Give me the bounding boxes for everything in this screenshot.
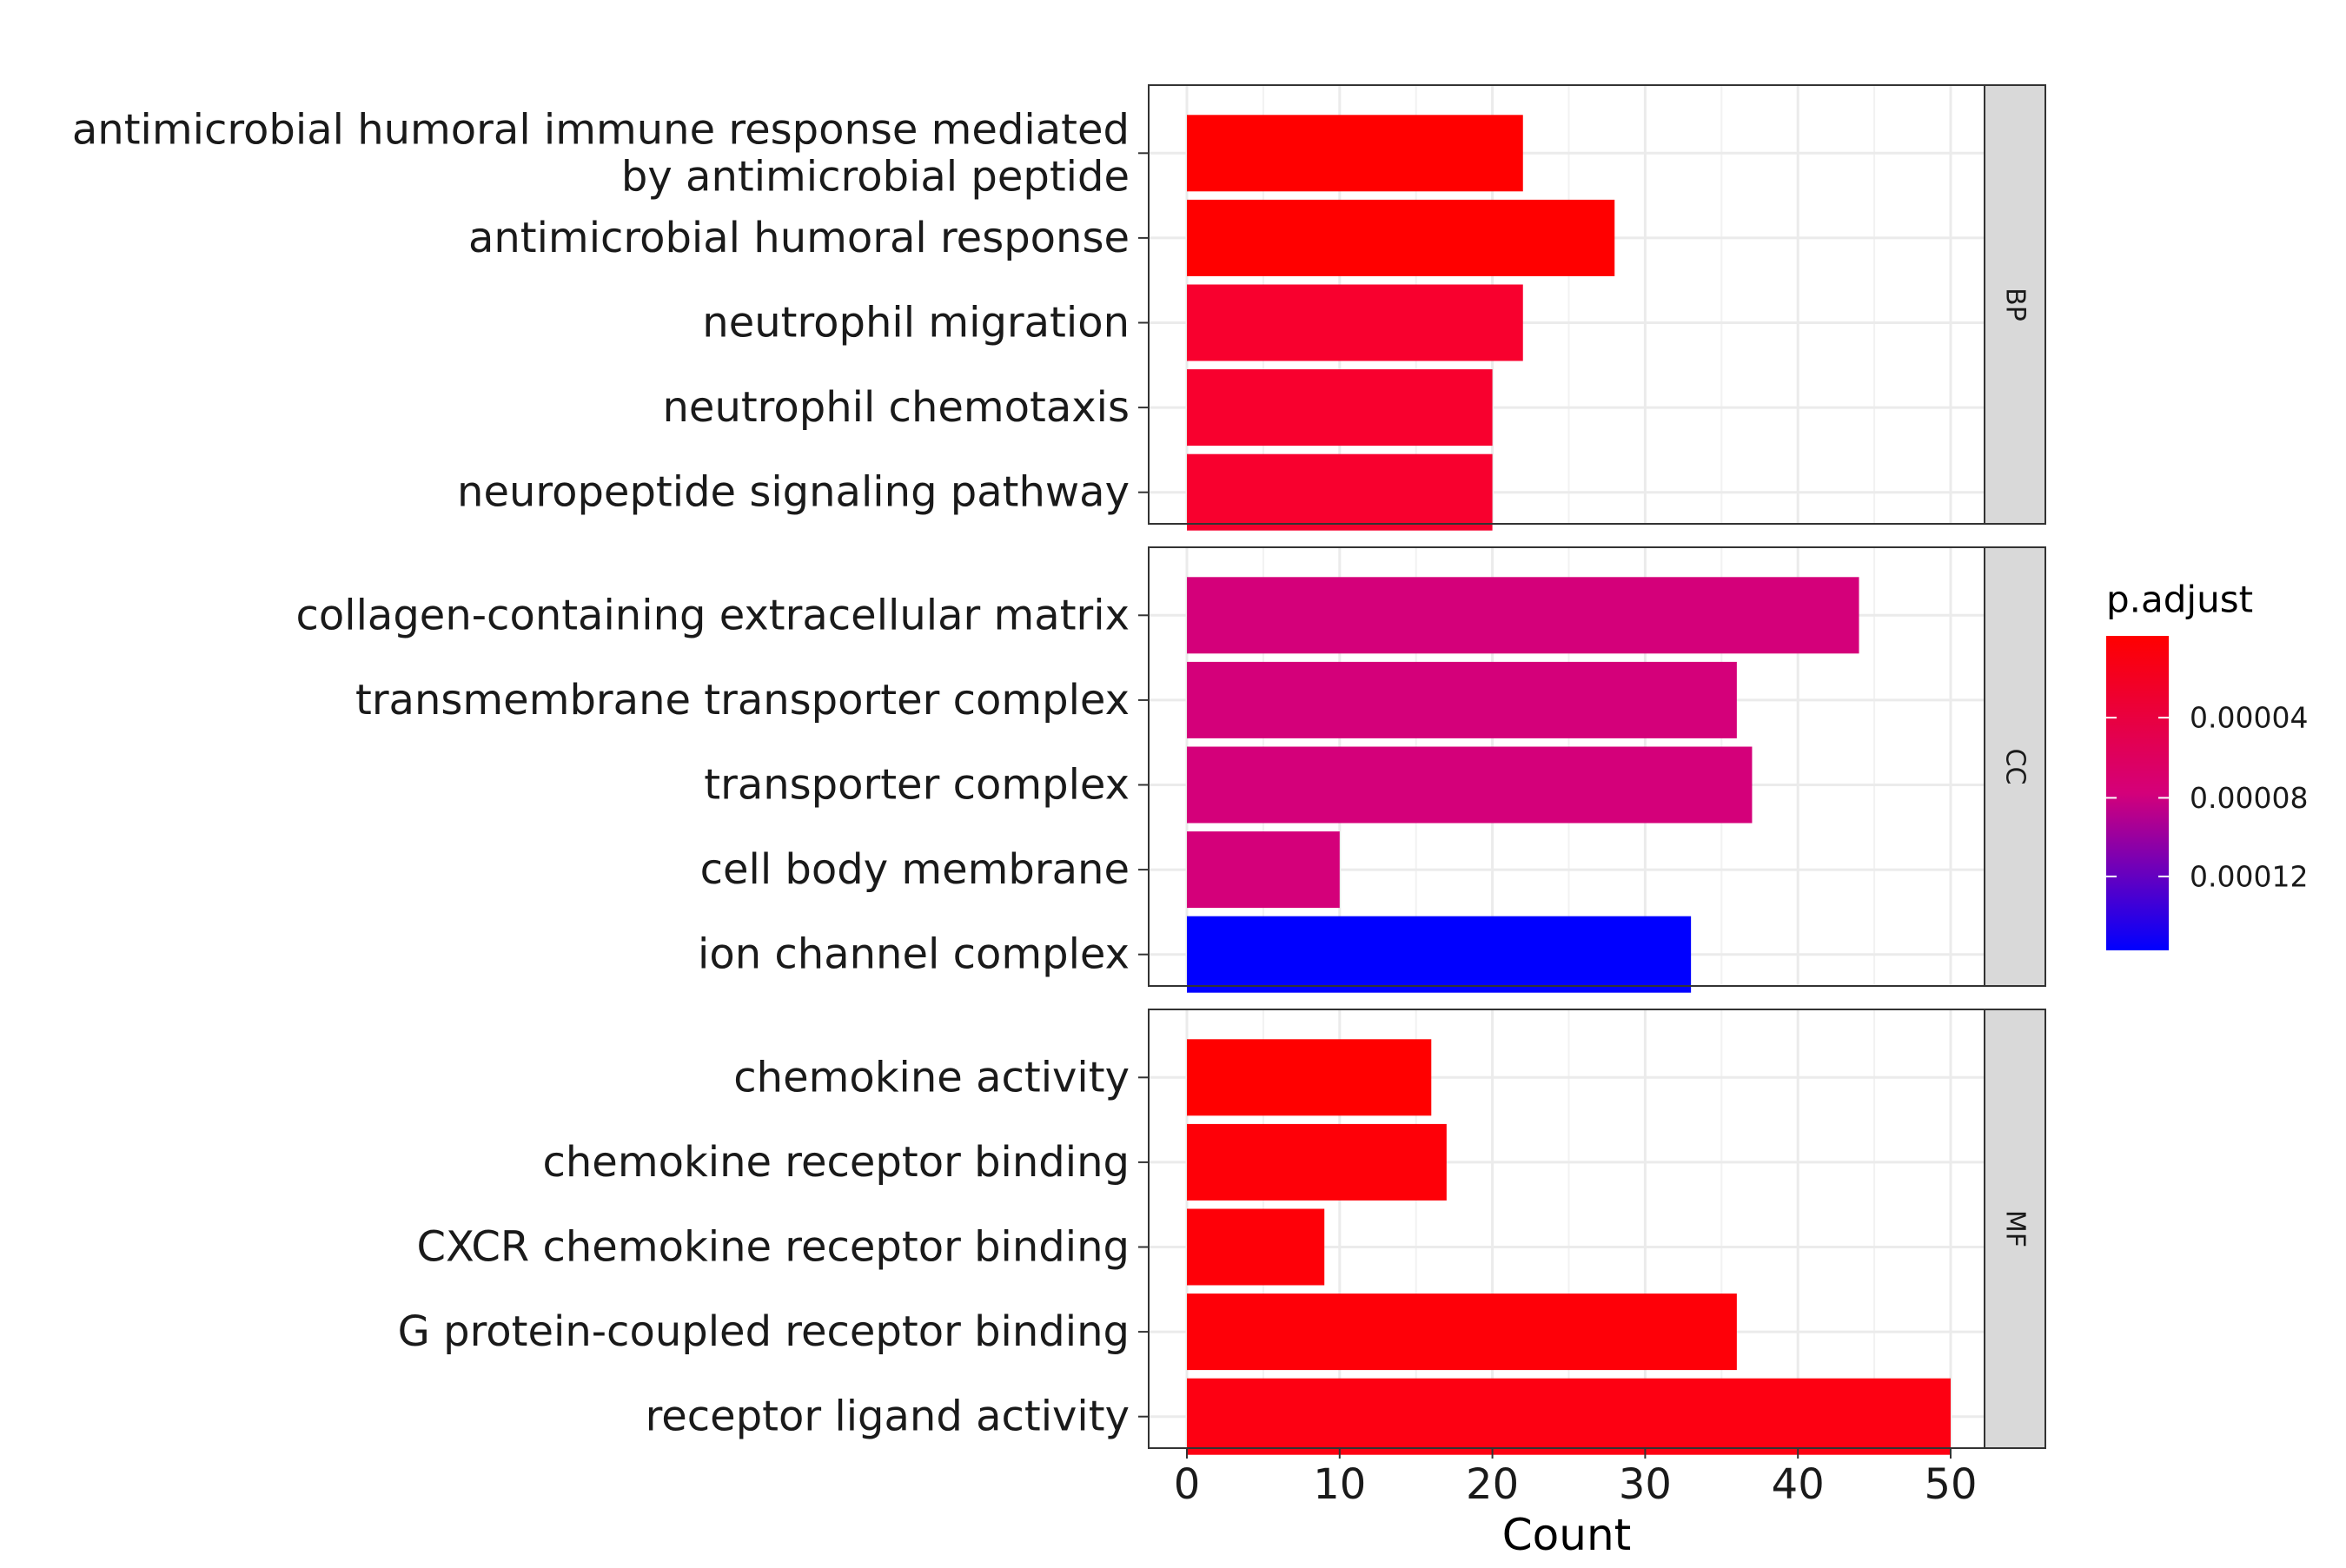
bar [1187,1123,1447,1201]
bar [1187,1039,1432,1116]
facet-strip-label: BP [2000,288,2031,321]
x-tick-label: 10 [1313,1460,1366,1509]
x-tick-label: 50 [1924,1460,1977,1509]
legend-tick-label: 0.00004 [2190,701,2308,735]
category-label: CXCR chemokine receptor binding [416,1223,1130,1272]
bar [1187,831,1340,909]
x-tick-label: 20 [1466,1460,1519,1509]
facet-strip [1984,84,2046,525]
bar [1187,453,1493,531]
bar [1187,1378,1951,1455]
facet-strip [1984,1009,2046,1449]
facet-strip [1984,546,2046,987]
x-axis-title: Count [1502,1510,1632,1560]
bar [1187,577,1859,654]
category-label: ion channel complex [698,930,1130,979]
category-label: by antimicrobial peptide [621,152,1130,201]
bar [1187,661,1737,738]
bar [1187,746,1753,824]
legend-title: p.adjust [2106,579,2253,621]
bar [1187,115,1523,192]
bar [1187,369,1493,447]
bar [1187,916,1692,993]
category-label: neutrophil migration [702,299,1130,347]
category-label: transporter complex [704,761,1130,810]
category-label: antimicrobial humoral response [468,214,1130,262]
category-label: neutrophil chemotaxis [662,383,1130,432]
legend-colorbar [2106,636,2169,950]
category-label: chemokine activity [733,1053,1130,1102]
facet-strip-label: MF [2000,1210,2031,1247]
category-label: neuropeptide signaling pathway [457,468,1130,517]
category-label: G protein-coupled receptor binding [398,1307,1130,1356]
x-tick-label: 40 [1772,1460,1825,1509]
bar [1187,1293,1737,1371]
bar [1187,284,1523,361]
category-label: collagen-containing extracellular matrix [295,591,1130,639]
category-label: antimicrobial humoral immune response me… [72,105,1130,154]
x-tick-label: 0 [1174,1460,1201,1509]
facet-strip-label: CC [2000,749,2031,785]
category-label: cell body membrane [700,845,1130,894]
bar [1187,1208,1325,1286]
x-tick-label: 30 [1619,1460,1672,1509]
category-label: receptor ligand activity [646,1393,1130,1441]
category-label: chemokine receptor binding [542,1138,1130,1187]
category-label: transmembrane transporter complex [355,676,1130,724]
bar [1187,199,1615,276]
legend-tick-label: 0.00008 [2190,781,2308,815]
legend-tick-label: 0.00012 [2190,859,2308,893]
